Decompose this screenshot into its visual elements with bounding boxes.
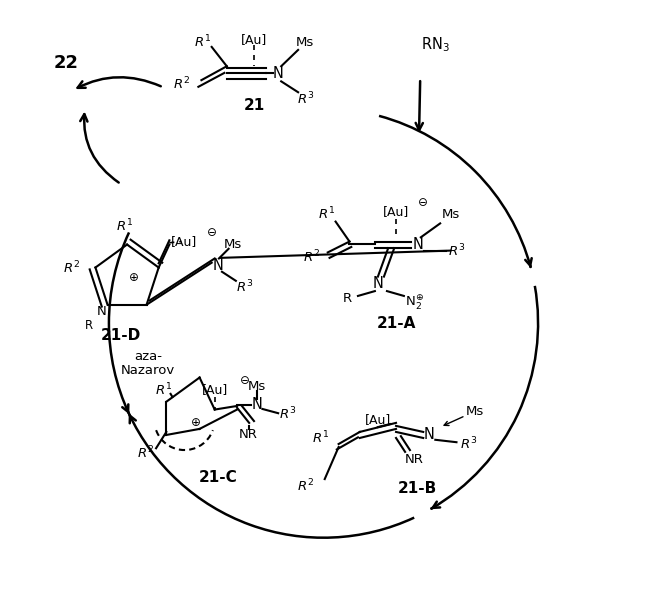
Text: Nazarov: Nazarov (121, 364, 175, 377)
Text: 21: 21 (243, 98, 265, 113)
Text: [Au]: [Au] (202, 383, 228, 396)
Text: Ms: Ms (248, 380, 266, 393)
Text: $R^3$: $R^3$ (236, 279, 254, 295)
Text: $R^2$: $R^2$ (137, 445, 154, 461)
Text: [Au]: [Au] (365, 414, 391, 426)
Text: N: N (96, 306, 106, 318)
Text: $R^2$: $R^2$ (173, 76, 190, 93)
Text: $\oplus$: $\oplus$ (127, 271, 138, 284)
Text: $R^2$: $R^2$ (303, 248, 320, 265)
Text: Ms: Ms (296, 35, 314, 49)
Text: N$_2^{\oplus}$: N$_2^{\oplus}$ (405, 294, 424, 312)
Text: Ms: Ms (224, 238, 242, 251)
Text: 21-C: 21-C (199, 470, 237, 485)
Text: $R^3$: $R^3$ (297, 91, 314, 108)
Text: $R^1$: $R^1$ (116, 218, 133, 235)
Text: [Au]: [Au] (171, 235, 197, 248)
Text: $R^3$: $R^3$ (448, 242, 465, 259)
Text: N: N (273, 66, 283, 81)
Text: N: N (413, 237, 424, 252)
Text: 21-D: 21-D (101, 328, 141, 343)
Text: aza-: aza- (134, 350, 162, 363)
Text: $R^1$: $R^1$ (318, 206, 335, 223)
Text: R: R (343, 292, 352, 306)
Text: Ms: Ms (465, 406, 484, 418)
Text: R: R (85, 320, 93, 332)
Text: $R^3$: $R^3$ (460, 436, 477, 453)
Text: $R^1$: $R^1$ (312, 429, 329, 447)
Text: $R^1$: $R^1$ (194, 34, 211, 51)
Text: 21-B: 21-B (397, 481, 437, 496)
Text: $\ominus$: $\ominus$ (239, 374, 250, 387)
Text: $R^2$: $R^2$ (63, 259, 80, 276)
Text: Ms: Ms (441, 208, 459, 221)
Text: N: N (252, 397, 263, 412)
Text: $\ominus$: $\ominus$ (206, 226, 217, 239)
Text: 21-A: 21-A (377, 315, 416, 331)
Text: N: N (424, 428, 435, 442)
Text: NR: NR (405, 453, 424, 465)
Text: [Au]: [Au] (383, 205, 409, 218)
Text: $\oplus$: $\oplus$ (190, 417, 201, 429)
Text: 22: 22 (54, 54, 79, 72)
Text: NR: NR (239, 428, 258, 442)
Text: $\ominus$: $\ominus$ (417, 196, 428, 209)
Text: $R^3$: $R^3$ (279, 406, 296, 422)
Text: N: N (212, 258, 223, 273)
Text: RN$_3$: RN$_3$ (421, 36, 450, 54)
Text: N: N (373, 276, 383, 292)
Text: $R^2$: $R^2$ (297, 478, 314, 495)
Text: $R^1$: $R^1$ (155, 381, 172, 398)
Text: [Au]: [Au] (241, 32, 267, 46)
